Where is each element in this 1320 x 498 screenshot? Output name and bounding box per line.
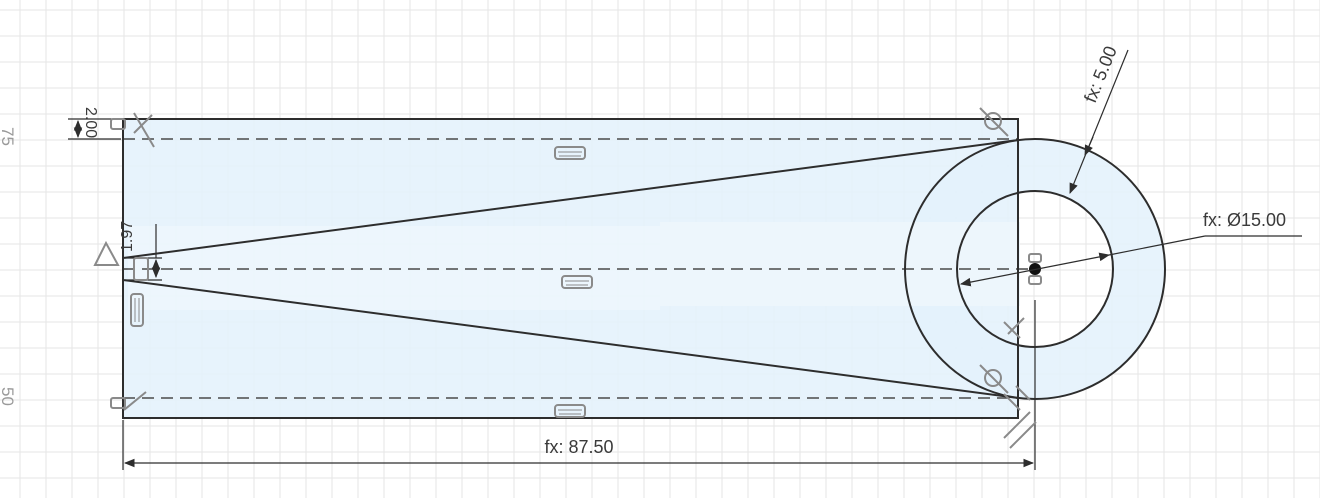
ruler-label-75: 75: [0, 127, 17, 146]
offset-top-dimension-value[interactable]: 2.00: [82, 107, 99, 138]
offset-left-dimension-value[interactable]: 1.97: [119, 221, 136, 252]
ruler-label-50: 50: [0, 387, 17, 406]
length-dimension-value[interactable]: fx: 87.50: [544, 437, 613, 457]
diameter-dimension-value[interactable]: fx: Ø15.00: [1203, 210, 1286, 230]
